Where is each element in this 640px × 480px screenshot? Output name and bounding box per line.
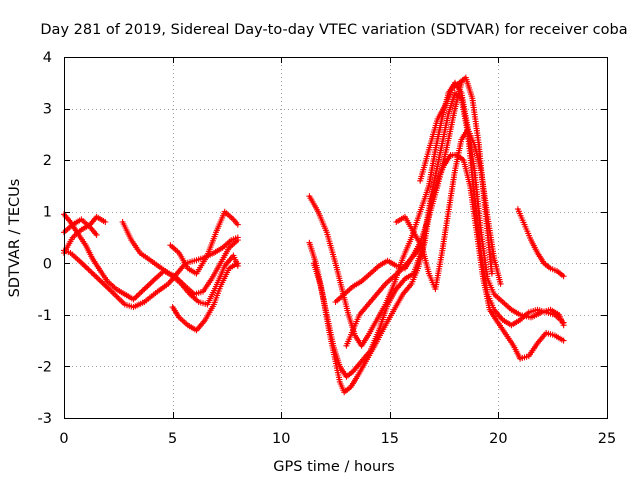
y-axis-label: SDTVAR / TECUs — [7, 179, 23, 298]
x-tick-label: 25 — [598, 431, 616, 447]
series-track-14 — [417, 74, 495, 277]
plot-frame — [64, 57, 608, 419]
x-tick-label: 15 — [381, 431, 399, 447]
series-track-3 — [61, 211, 241, 303]
series-markers — [169, 260, 241, 334]
x-tick-label: 20 — [489, 431, 507, 447]
data-points — [61, 74, 567, 396]
series-track-6 — [169, 260, 241, 334]
series-markers — [167, 208, 241, 277]
y-tick-label: 0 — [43, 256, 52, 272]
series-markers — [417, 74, 495, 277]
series-markers — [514, 206, 567, 280]
y-tick-label: 3 — [43, 102, 52, 118]
y-tick-label: -1 — [38, 308, 52, 324]
series-track-7 — [167, 208, 241, 277]
y-tick-label: 1 — [43, 205, 52, 221]
x-tick-label: 5 — [168, 431, 177, 447]
series-track-1 — [61, 234, 241, 311]
series-track-4 — [61, 213, 109, 256]
series-markers — [310, 90, 567, 380]
series-track-10 — [310, 90, 567, 380]
series-track-15 — [514, 206, 567, 280]
series-markers — [119, 219, 241, 308]
series-track-5 — [119, 219, 241, 308]
x-tick-label: 0 — [59, 431, 68, 447]
chart-title: Day 281 of 2019, Sidereal Day-to-day VTE… — [40, 22, 627, 38]
axis-ticks: 0 5 10 15 20 25 -3 -2 -1 0 1 2 3 4 — [38, 50, 617, 447]
x-axis-label: GPS time / hours — [273, 459, 394, 475]
y-tick-label: 4 — [43, 50, 52, 66]
y-tick-label: -2 — [38, 359, 52, 375]
x-tick-label: 10 — [272, 431, 290, 447]
y-tick-label: 2 — [43, 153, 52, 169]
y-tick-label: -3 — [38, 411, 52, 427]
